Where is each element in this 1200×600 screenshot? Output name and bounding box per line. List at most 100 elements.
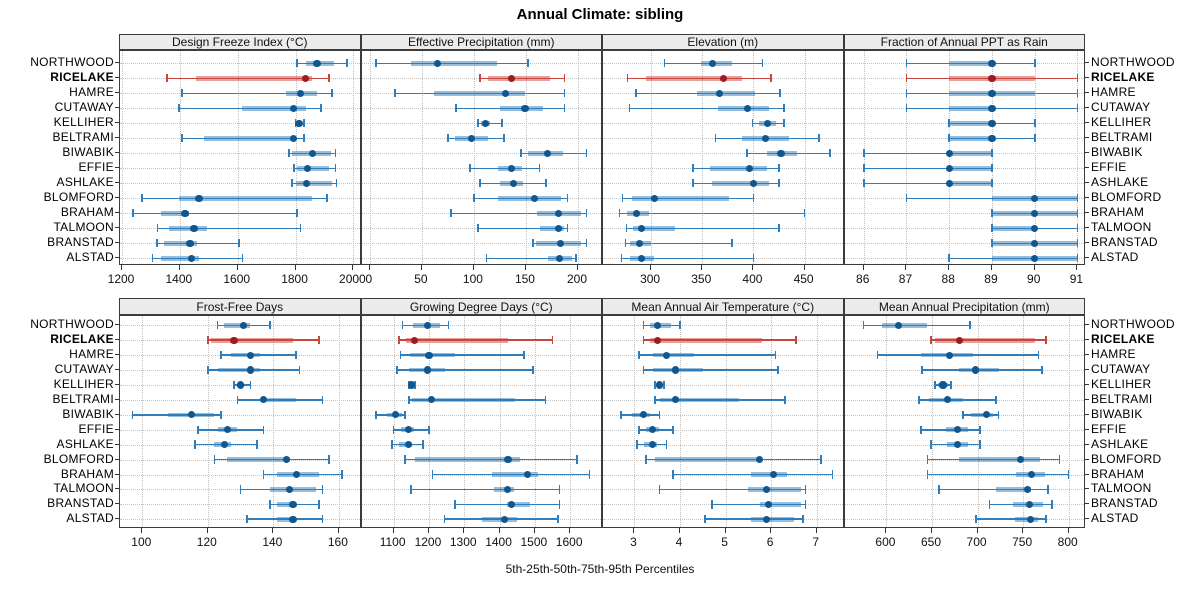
- whisker-cap: [334, 164, 337, 173]
- whisker-cap: [779, 89, 781, 98]
- x-axis-tick: [392, 528, 394, 533]
- row-tick-left: [115, 324, 119, 326]
- median-dot: [195, 194, 203, 202]
- median-dot: [302, 179, 310, 187]
- median-dot: [720, 74, 728, 82]
- iqr-bar: [748, 487, 801, 492]
- whisker-cap: [453, 500, 456, 509]
- median-dot: [939, 381, 947, 389]
- whisker-cap: [654, 395, 656, 405]
- whisker-cap: [921, 365, 923, 375]
- whisker-cap: [692, 179, 694, 188]
- whisker-cap: [831, 470, 834, 479]
- whisker-cap: [663, 59, 666, 68]
- station-label-left: KELLIHER: [53, 115, 114, 130]
- row-tick-right: [1085, 503, 1089, 505]
- whisker-cap: [997, 410, 1000, 419]
- whisker-cap: [634, 89, 637, 98]
- whisker-cap: [618, 209, 621, 218]
- median-dot: [762, 485, 771, 493]
- median-dot: [423, 321, 431, 329]
- whisker-line: [397, 369, 534, 371]
- gridline-vertical: [725, 316, 727, 527]
- station-label-left: ASHLAKE: [56, 175, 114, 190]
- gridline-vertical: [634, 316, 636, 527]
- x-axis-tick: [294, 265, 296, 270]
- whisker-cap: [588, 470, 591, 479]
- whisker-cap: [408, 395, 410, 405]
- iqr-bar: [645, 76, 743, 81]
- whisker-cap: [585, 209, 588, 218]
- whisker-cap: [918, 395, 921, 405]
- station-label-right: KELLIHER: [1091, 115, 1152, 130]
- x-axis-tick-label: 0: [365, 272, 373, 286]
- x-axis-tick-label: 1400: [165, 272, 193, 286]
- whisker-cap: [1033, 119, 1036, 128]
- median-dot: [650, 194, 658, 202]
- row-tick-right: [1085, 167, 1089, 169]
- median-dot: [636, 239, 644, 247]
- whisker-cap: [447, 134, 449, 143]
- whisker-cap: [783, 104, 785, 113]
- station-label-left: ALSTAD: [66, 511, 114, 526]
- median-dot: [671, 366, 680, 374]
- panel-growing-degree-days: [360, 315, 602, 528]
- whisker-cap: [213, 455, 216, 464]
- station-label-right: ASHLAKE: [1091, 436, 1149, 451]
- whisker-cap: [303, 134, 305, 143]
- chart-title: Annual Climate: sibling: [516, 6, 684, 23]
- station-label-left: HAMRE: [69, 347, 114, 362]
- gridline-vertical: [886, 316, 888, 527]
- whisker-cap: [293, 164, 295, 173]
- whisker-cap: [328, 74, 330, 83]
- row-tick-left: [115, 107, 119, 109]
- whisker-cap: [557, 515, 559, 524]
- whisker-cap: [501, 119, 503, 128]
- whisker-cap: [672, 470, 674, 479]
- row-tick-left: [115, 62, 119, 64]
- whisker-cap: [443, 515, 446, 524]
- station-label-left: BLOMFORD: [43, 190, 114, 205]
- whisker-cap: [331, 89, 334, 98]
- median-dot: [481, 119, 489, 127]
- x-axis-tick: [905, 265, 907, 270]
- median-dot: [653, 321, 661, 329]
- iqr-bar: [750, 516, 794, 522]
- whisker-cap: [991, 164, 993, 173]
- whisker-cap: [503, 134, 505, 143]
- gridline-horizontal: [844, 519, 1085, 521]
- whisker-line: [451, 212, 587, 215]
- station-label-right: ALSTAD: [1091, 511, 1139, 526]
- median-dot: [1025, 500, 1034, 508]
- iqr-bar: [750, 472, 788, 477]
- median-dot: [230, 336, 238, 344]
- x-axis-tick-label: 1800: [281, 272, 308, 286]
- median-dot: [769, 470, 777, 479]
- whisker-cap: [477, 224, 479, 233]
- x-axis-tick-label: 750: [1012, 535, 1033, 549]
- station-label-left: ALSTAD: [66, 250, 114, 265]
- gridline-horizontal: [361, 444, 602, 446]
- iqr-bar: [949, 106, 992, 111]
- gridline-vertical: [525, 51, 527, 264]
- station-label-right: NORTHWOOD: [1091, 317, 1175, 332]
- whisker-cap: [979, 440, 982, 449]
- x-axis-tick-label: 120: [196, 535, 217, 549]
- whisker-cap: [207, 336, 209, 345]
- panel-strip-design-freeze-index: Design Freeze Index (°C): [119, 34, 361, 50]
- whisker-line: [133, 212, 297, 215]
- x-axis-tick: [1076, 265, 1078, 270]
- whisker-cap: [269, 500, 271, 509]
- median-dot: [292, 470, 300, 479]
- station-label-right: BLOMFORD: [1091, 190, 1162, 205]
- x-axis-tick-label: 600: [875, 535, 896, 549]
- x-axis-tick-label: 350: [691, 272, 712, 286]
- whisker-cap: [778, 224, 780, 233]
- x-axis-tick-label: 86: [856, 272, 870, 286]
- whisker-cap: [1045, 336, 1047, 345]
- median-dot: [500, 515, 508, 523]
- median-dot: [544, 149, 552, 157]
- row-tick-right: [1085, 122, 1089, 124]
- panel-strip-fraction-ppt-rain: Fraction of Annual PPT as Rain: [843, 34, 1085, 50]
- x-axis-tick-label: 3: [630, 535, 637, 549]
